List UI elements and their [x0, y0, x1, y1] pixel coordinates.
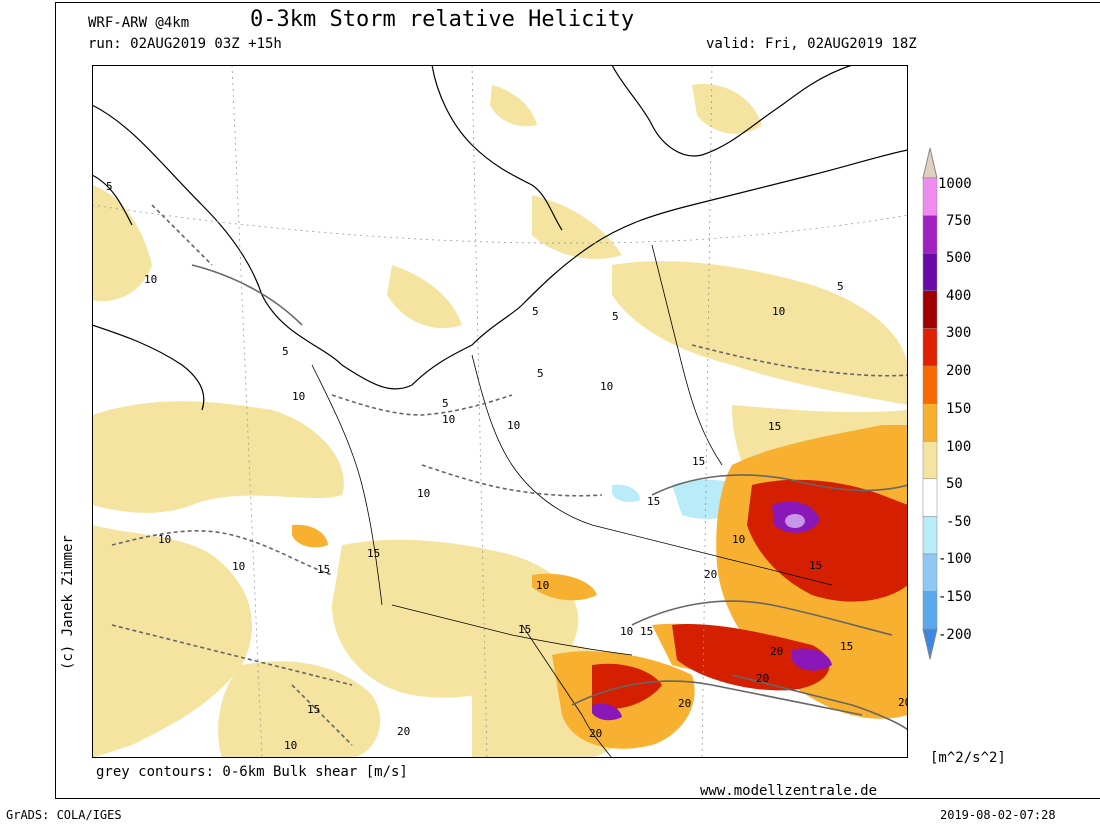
- contour-label: 20: [770, 645, 783, 658]
- legend-label: 300: [946, 325, 972, 341]
- legend-swatch: [922, 365, 938, 404]
- contour-label: 15: [317, 563, 330, 576]
- contour-label: 5: [442, 397, 449, 410]
- contour-label: 10: [144, 273, 157, 286]
- contour-label: 10: [772, 305, 785, 318]
- legend-cap-bottom: [922, 628, 938, 660]
- contour-label: 5: [837, 280, 844, 293]
- contour-label: 5: [612, 310, 619, 323]
- legend-cap-top: [922, 147, 938, 179]
- run-info: run: 02AUG2019 03Z +15h: [88, 36, 282, 52]
- contour-label: 20: [397, 725, 410, 738]
- legend-label: 50: [946, 476, 963, 492]
- contour-label: 15: [307, 703, 320, 716]
- contour-label: 20: [756, 672, 769, 685]
- contour-label: 10: [732, 533, 745, 546]
- website-label: www.modellzentrale.de: [700, 783, 878, 799]
- legend-swatch: [922, 553, 938, 592]
- legend-swatch: [922, 478, 938, 517]
- contour-label: 15: [518, 623, 531, 636]
- legend-label: 150: [946, 401, 972, 417]
- helicity-200-400-areas: [592, 479, 908, 709]
- legend-label: -200: [938, 627, 972, 643]
- contour-label: 10: [158, 533, 171, 546]
- legend-swatch: [922, 290, 938, 329]
- contour-label: 15: [640, 625, 653, 638]
- coastlines: [92, 65, 908, 411]
- figure-frame: [55, 2, 1100, 799]
- contour-label: 10: [600, 380, 613, 393]
- model-label: WRF-ARW @4km: [88, 15, 190, 31]
- contour-label: 5: [532, 305, 539, 318]
- contour-label: 15: [809, 559, 822, 572]
- legend-swatch: [922, 516, 938, 555]
- contour-label: 10: [417, 487, 430, 500]
- contour-label: 10: [442, 413, 455, 426]
- legend-label: -150: [938, 589, 972, 605]
- page-title: 0-3km Storm relative Helicity: [250, 7, 635, 32]
- contour-label-group: 5 5 10 5 10 10 5 5 5 10 10 5 10 10 15 15…: [106, 180, 908, 752]
- contour-label: 10: [620, 625, 633, 638]
- helicity-max-area: [785, 514, 805, 528]
- timestamp: 2019-08-02-07:28: [940, 808, 1056, 822]
- legend-swatch: [922, 177, 938, 216]
- legend-label: 1000: [938, 176, 972, 192]
- legend-swatch: [922, 252, 938, 292]
- contour-label: 20: [589, 727, 602, 740]
- legend-label: 500: [946, 250, 972, 266]
- legend-label: 200: [946, 363, 972, 379]
- legend-swatch: [922, 403, 938, 442]
- legend-swatch: [922, 591, 938, 630]
- contour-label: 20: [704, 568, 717, 581]
- country-borders: [311, 244, 833, 758]
- contour-label: 20: [898, 696, 908, 709]
- legend-label: -50: [946, 514, 972, 530]
- legend-swatch: [922, 440, 938, 480]
- software-credit: GrADS: COLA/IGES: [6, 808, 122, 822]
- legend-label: 400: [946, 288, 972, 304]
- valid-time: valid: Fri, 02AUG2019 18Z: [706, 36, 917, 52]
- legend-bars: [922, 147, 938, 660]
- map-panel: 5 5 10 5 10 10 5 5 5 10 10 5 10 10 15 15…: [92, 65, 908, 758]
- contour-label: 5: [106, 180, 113, 193]
- legend-swatch: [922, 328, 938, 367]
- legend-unit: [m^2/s^2]: [930, 750, 1006, 766]
- contour-label: 10: [292, 390, 305, 403]
- legend-swatch: [922, 215, 938, 254]
- contour-label: 10: [232, 560, 245, 573]
- contour-label: 5: [282, 345, 289, 358]
- lat-lon-grid: [92, 65, 908, 758]
- contour-label: 10: [507, 419, 520, 432]
- legend-label: -100: [938, 551, 972, 567]
- contour-label: 15: [840, 640, 853, 653]
- contour-label: 15: [692, 455, 705, 468]
- legend-label: 100: [946, 439, 972, 455]
- contour-label: 10: [284, 739, 297, 752]
- bulk-shear-contours-dashed: [111, 204, 908, 746]
- contour-label: 5: [537, 367, 544, 380]
- contours-note: grey contours: 0-6km Bulk shear [m/s]: [96, 764, 408, 780]
- color-legend: [922, 147, 938, 660]
- bulk-shear-contours: [191, 264, 908, 731]
- legend-label: 750: [946, 213, 972, 229]
- contour-label: 10: [536, 579, 549, 592]
- author-credit: (c) Janek Zimmer: [60, 535, 76, 670]
- contour-label: 20: [678, 697, 691, 710]
- contour-label: 15: [768, 420, 781, 433]
- contour-label: 15: [367, 547, 380, 560]
- contour-label: 15: [647, 495, 660, 508]
